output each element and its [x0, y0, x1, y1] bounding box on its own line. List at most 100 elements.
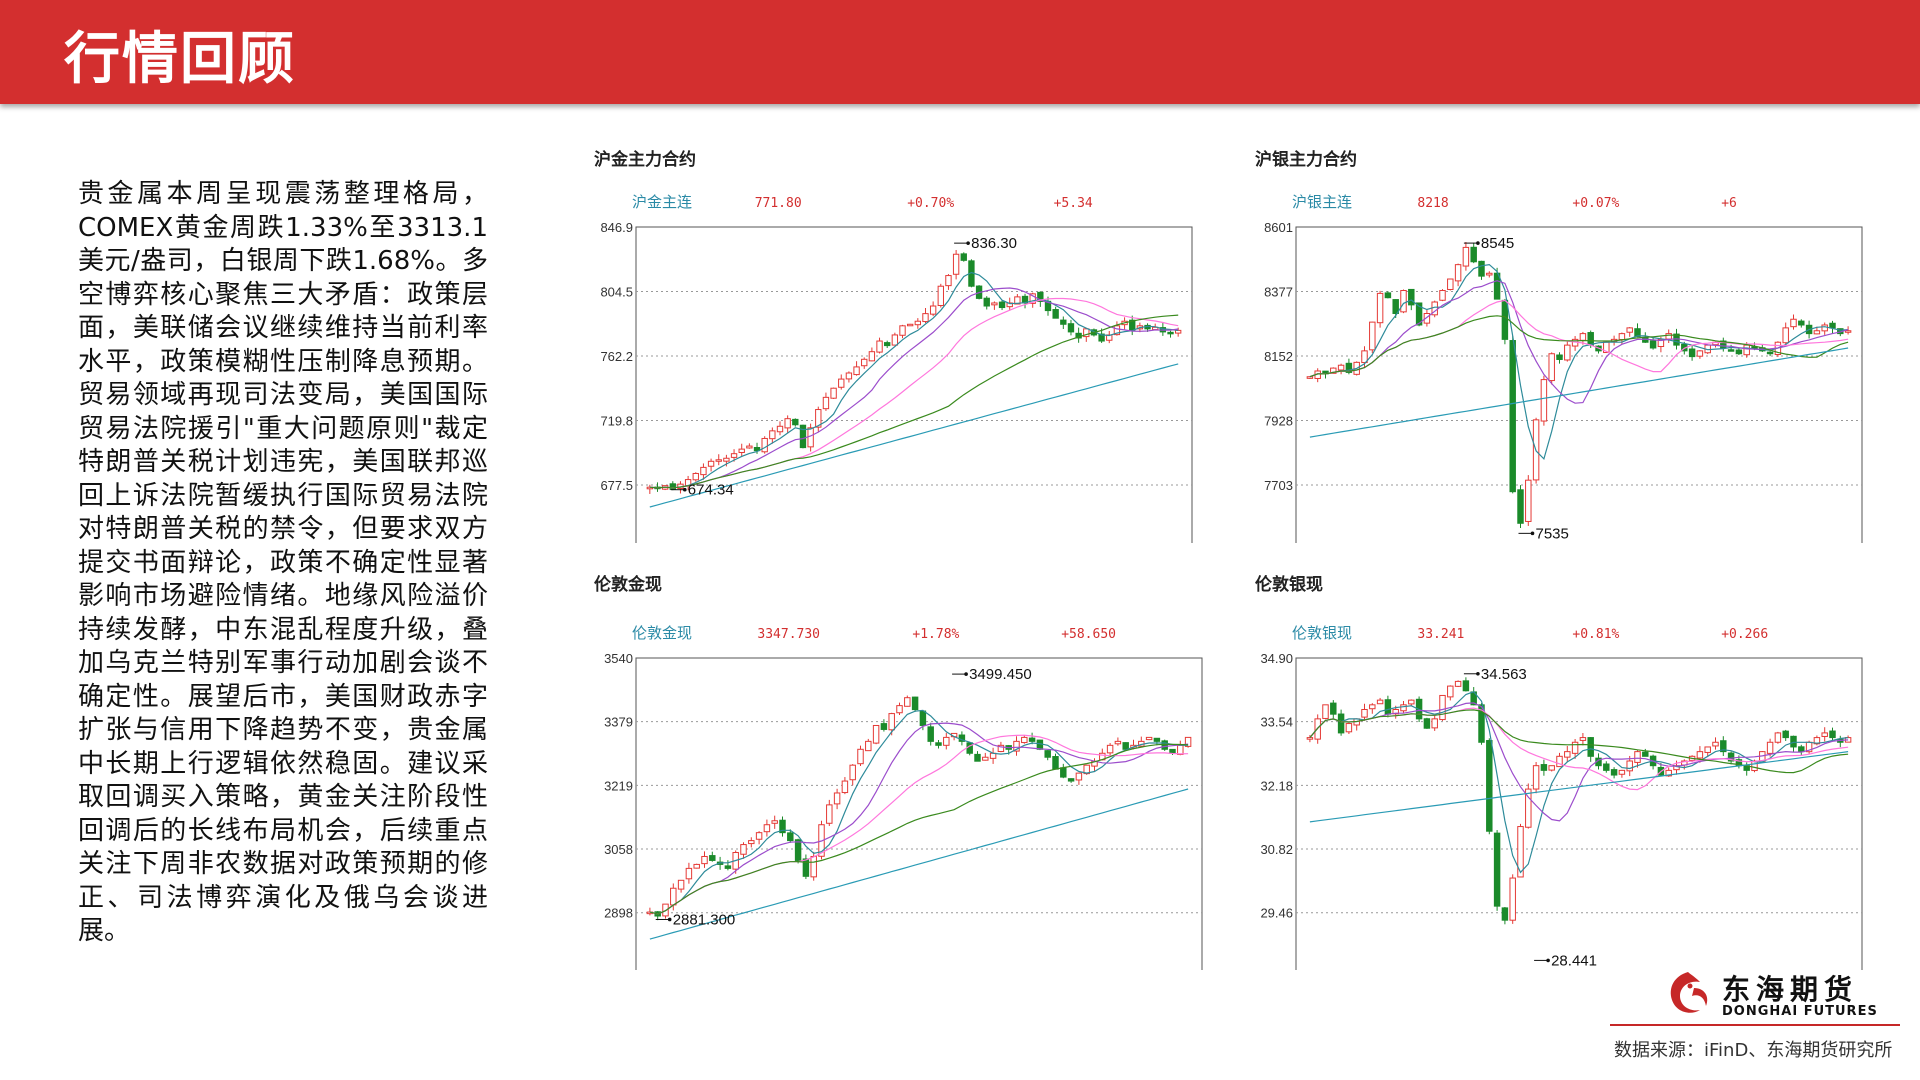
candle-body: [1571, 741, 1579, 754]
candle-body: [1376, 699, 1384, 705]
candle-body: [1330, 367, 1337, 374]
y-tick-label: 33.54: [1260, 715, 1293, 730]
candle-body: [1509, 877, 1516, 921]
candle-body: [1345, 362, 1353, 373]
ma10-line: [649, 287, 1179, 489]
annotation-label: 2881.300: [673, 911, 736, 928]
candle-body: [730, 453, 738, 458]
candle-body: [960, 253, 967, 261]
candle-body: [861, 358, 868, 367]
candle-body: [1462, 246, 1470, 267]
y-tick-label: 7928: [1264, 413, 1293, 428]
candle-body: [1618, 333, 1626, 341]
candle-body: [1167, 331, 1174, 335]
candle-body: [943, 736, 950, 746]
y-tick-label: 677.5: [600, 478, 633, 493]
data-source: 数据来源：iFinD、东海期货研究所: [1614, 1040, 1893, 1061]
candle-body: [779, 819, 786, 834]
annotation-dot: [1546, 958, 1550, 963]
ma40-line: [649, 314, 1179, 489]
sh-silver-candlestick-chart: 沪银主连 8218 +0.07% +6 8601 8377 8152 7928 7703 7479…: [1264, 193, 1863, 543]
candle-body: [1037, 291, 1044, 302]
candle-body: [761, 437, 768, 453]
candle-body: [1587, 737, 1594, 757]
candle-body: [845, 372, 853, 380]
y-tick-label: 846.9: [600, 220, 633, 235]
candle-body: [1306, 376, 1314, 379]
ma40-line: [1309, 315, 1849, 378]
candle-body: [891, 334, 899, 346]
candle-body: [1400, 290, 1407, 313]
candle-body: [822, 396, 830, 410]
chart-header-name: 沪金主连: [632, 193, 692, 211]
candle-body: [1603, 763, 1610, 771]
chart-header-name: 伦敦金现: [632, 624, 692, 642]
candle-body: [1790, 318, 1797, 328]
candle-body: [1113, 325, 1121, 336]
y-tick-label: 32.18: [1260, 778, 1293, 793]
candle-body: [1626, 760, 1633, 772]
candle-body: [1618, 769, 1626, 775]
candle-body: [868, 351, 876, 362]
candle-body: [1462, 680, 1470, 692]
candle-body: [922, 313, 929, 323]
y-tick-label: 804.5: [600, 284, 633, 299]
candle-body: [1322, 704, 1329, 719]
chart-header-change-pct: +1.78%: [912, 627, 959, 642]
candle-body: [1564, 751, 1571, 758]
candle-body: [701, 855, 708, 865]
candle-body: [1392, 709, 1399, 715]
candle-body: [876, 340, 883, 353]
candle-body: [1829, 730, 1836, 739]
candle-body: [724, 865, 732, 869]
candle-body: [1696, 350, 1704, 357]
candle-body: [1060, 319, 1067, 325]
candle-body: [982, 756, 989, 761]
chart-header-change: +5.34: [1054, 196, 1093, 211]
candle-body: [709, 855, 716, 861]
candle-body: [1447, 278, 1454, 290]
candle-body: [1423, 718, 1431, 729]
plot-frame: [1295, 226, 1863, 543]
annotation-dot: [1476, 241, 1480, 245]
chart-header-price: 8218: [1417, 196, 1448, 211]
candle-body: [799, 424, 807, 449]
candle-body: [815, 409, 822, 428]
candle-body: [1478, 704, 1485, 743]
candle-body: [830, 387, 837, 399]
y-tick-label: 8152: [1264, 349, 1293, 364]
candle-body: [1720, 340, 1727, 349]
candle-body: [1478, 260, 1485, 277]
candle-body: [857, 748, 864, 765]
candle-body: [1782, 730, 1789, 739]
ma40-line: [1309, 709, 1849, 774]
candle-body: [1044, 750, 1051, 758]
candle-body: [1564, 344, 1571, 361]
candle-body: [1013, 740, 1020, 752]
candle-body: [1306, 737, 1314, 740]
candle-body: [1727, 752, 1735, 762]
candle-body: [974, 753, 981, 762]
candle-body: [966, 742, 973, 754]
y-tick-label: 2738: [604, 969, 633, 970]
candle-body: [670, 887, 677, 906]
candle-body: [1540, 379, 1548, 422]
annotation-dot: [667, 917, 672, 922]
candle-body: [914, 320, 922, 326]
candle-body: [896, 705, 903, 714]
candle-body: [1727, 349, 1735, 352]
candle-body: [1548, 765, 1555, 771]
ma60-line: [1309, 751, 1849, 823]
candle-body: [1486, 740, 1493, 832]
candle-body: [740, 844, 747, 855]
candle-body: [746, 445, 753, 449]
candle-body: [700, 466, 707, 476]
annotation-dot: [964, 672, 968, 676]
candle-body: [1704, 746, 1711, 753]
candle-body: [872, 724, 880, 744]
annotation-dot: [683, 487, 687, 492]
candle-body: [1501, 907, 1509, 921]
candle-body: [1493, 832, 1501, 907]
candle-body: [880, 723, 888, 730]
annotation-label: 3499.450: [969, 666, 1032, 683]
